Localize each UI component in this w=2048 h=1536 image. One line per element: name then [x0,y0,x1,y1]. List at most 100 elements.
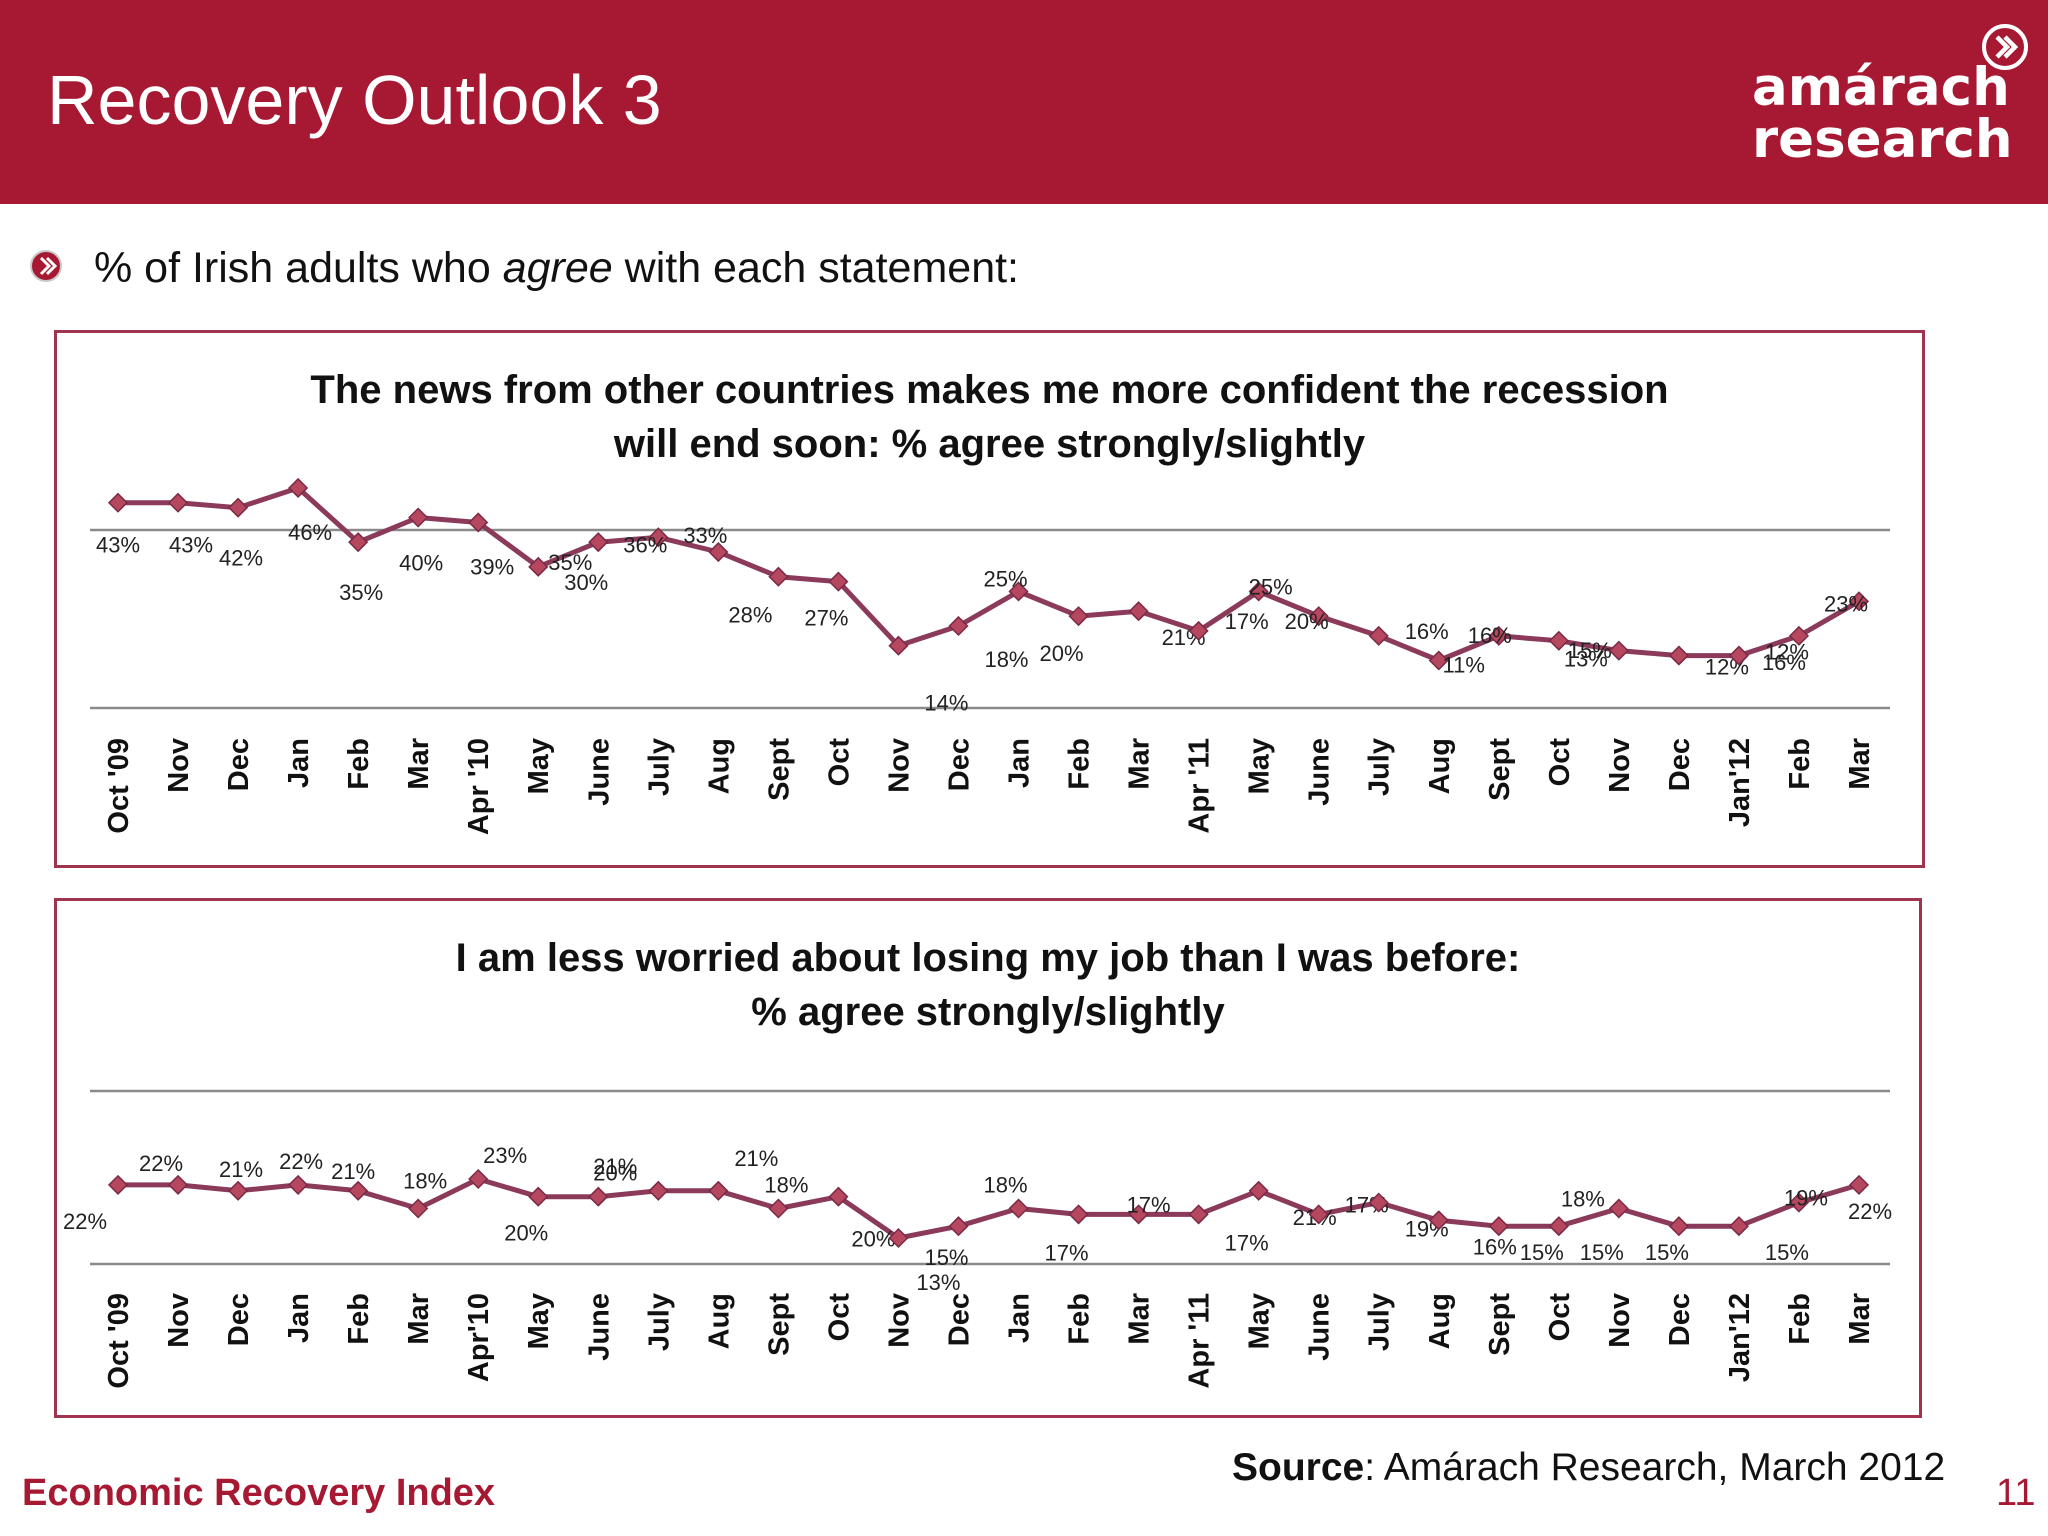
data-label: 18% [1561,1187,1605,1212]
category-tick-label: Feb [1064,1293,1096,1345]
data-point [528,556,549,577]
category-tick-label: Nov [1604,738,1636,793]
category-tick-label: Sept [1484,1293,1516,1356]
chart-title-line-2: will end soon: % agree strongly/slightly [613,422,1366,466]
category-tick-label: Feb [1784,738,1816,790]
category-tick-label: Oct [1544,1293,1576,1342]
data-label: 18% [984,647,1028,672]
data-label: 15% [1568,638,1612,663]
chart-title: I am less worried about losing my job th… [57,931,1919,1039]
category-tick-label: Jan [1004,1293,1036,1343]
chart-title: The news from other countries makes me m… [57,363,1922,471]
data-point [468,1168,489,1190]
data-label: 16% [1405,619,1449,644]
category-tick-label: May [523,1293,555,1349]
data-point [1308,1204,1329,1225]
data-point [648,527,669,548]
category-tick-label: Mar [1124,738,1156,790]
data-label: 28% [728,603,772,628]
data-point [288,477,309,499]
data-point [1248,581,1269,602]
category-tick-label: Mar [403,1293,435,1345]
data-point [1848,1174,1870,1195]
category-tick-label: Oct [823,738,855,787]
category-tick-label: Mar [1844,738,1876,790]
category-tick-label: Aug [1424,738,1456,794]
data-label: 17% [1127,1192,1171,1217]
data-point [948,615,969,637]
category-tick-label: May [523,738,555,794]
data-point [888,635,909,656]
data-label: 20% [504,1221,548,1246]
subtitle-suffix: with each statement: [612,244,1020,292]
footer-index-name: Economic Recovery Index [22,1472,496,1514]
data-label: 20% [1040,641,1084,666]
data-label: 14% [924,691,968,716]
data-point [1248,1180,1269,1201]
category-tick-label: Aug [1424,1293,1456,1349]
category-tick-label: June [1304,738,1336,806]
category-tick-label: July [1364,738,1396,796]
data-label: 17% [1225,1230,1269,1255]
data-label: 15% [1645,1240,1689,1265]
data-label: 20% [1285,609,1329,634]
category-tick-label: Jan [283,1293,315,1343]
category-tick-label: Apr '10 [463,738,495,835]
data-point [1548,630,1569,651]
data-label: 40% [399,551,443,576]
data-point [768,566,789,587]
data-label: 22% [1848,1199,1892,1224]
category-tick-label: Jan'12 [1724,1293,1756,1382]
data-point [1008,1198,1029,1219]
data-label: 18% [983,1173,1027,1198]
data-label: 30% [564,570,608,595]
category-tick-label: July [643,738,675,796]
data-point [528,1186,549,1207]
data-point [167,492,189,513]
category-tick-label: Sept [763,738,795,801]
data-label: 21% [734,1146,778,1171]
category-tick-label: June [1304,1293,1336,1361]
category-tick-label: Jan'12 [1724,738,1756,827]
chart-title-line-1: I am less worried about losing my job th… [455,936,1521,980]
category-tick-label: Mar [1124,1293,1156,1345]
data-label: 39% [470,554,514,579]
data-label: 15% [1520,1240,1564,1265]
data-point [828,571,849,592]
data-point [1188,620,1209,641]
data-point [1728,645,1749,666]
source-text: : Amárach Research, March 2012 [1364,1446,1946,1489]
data-label: 20% [851,1227,895,1252]
data-point [1788,1192,1810,1213]
data-label: 21% [331,1159,375,1184]
data-point [1608,640,1629,661]
data-point [1128,1204,1149,1225]
data-label: 21% [593,1154,637,1179]
data-point [408,1198,429,1219]
category-tick-label: Dec [223,1293,255,1346]
data-point [888,1227,909,1249]
category-tick-label: Nov [883,738,915,793]
category-tick-label: Dec [1664,738,1696,791]
chevron-circle-icon [1982,24,2028,70]
subtitle-prefix: % of Irish adults who [94,244,503,292]
category-tick-label: May [1244,1293,1276,1349]
data-label: 21% [219,1157,263,1182]
data-point [1428,650,1449,671]
category-tick-label: Oct [823,1293,855,1342]
data-point [348,532,369,553]
series-line [118,485,1861,663]
category-tick-label: Apr '11 [1184,738,1216,834]
data-label: 43% [96,533,140,558]
line-chart-job-worry: 22%22% 21% 22% 21% 18%23%20%20%21% 21%18%20%1… [63,1089,1892,1389]
data-label: 12% [1765,640,1809,665]
data-point [1368,625,1389,646]
slide-subtitle: % of Irish adults who agree with each st… [94,242,1019,294]
source-label: Source [1232,1446,1365,1489]
data-label: 25% [1249,574,1293,599]
category-tick-label: Mar [1844,1293,1876,1345]
data-point [1728,1216,1749,1237]
category-tick-label: Oct '09 [103,738,135,834]
data-point [1668,1216,1689,1237]
category-tick-label: Dec [1664,1293,1696,1346]
